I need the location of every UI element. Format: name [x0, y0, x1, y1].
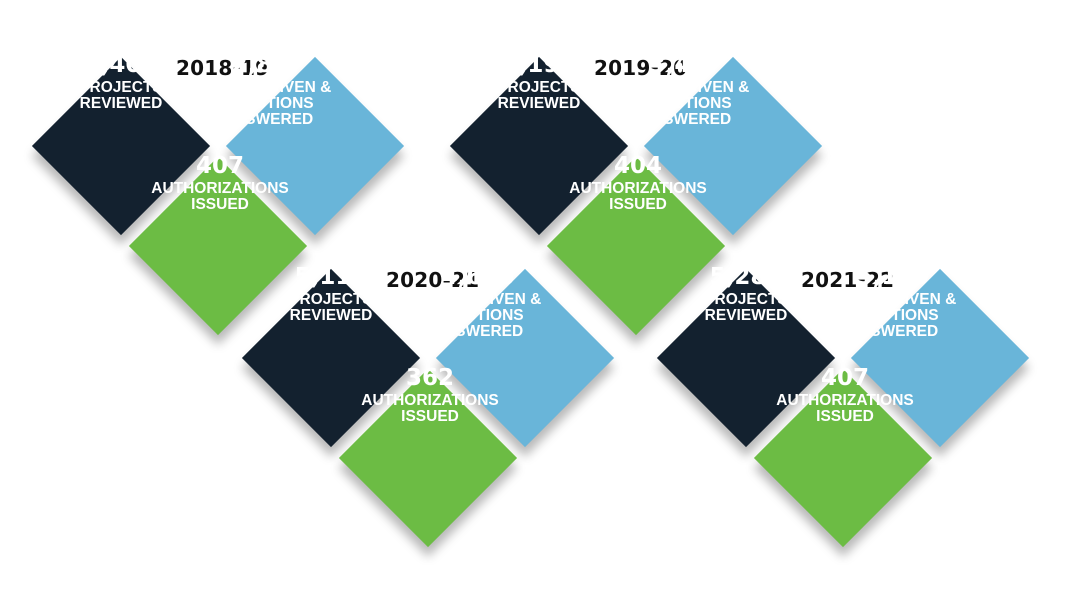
advice-given-stat: 5,139 ADVICE GIVEN & QUESTIONS ANSWERED: [808, 264, 978, 340]
advice-given-label: ADVICE GIVEN & QUESTIONS ANSWERED: [829, 291, 957, 340]
projects-reviewed-value: 5,287: [709, 264, 783, 290]
projects-reviewed-label: PROJECTS REVIEWED: [79, 79, 163, 112]
authorizations-issued-value: 407: [195, 153, 244, 179]
authorizations-issued-label: AUTHORIZATIONS ISSUED: [776, 392, 914, 425]
authorizations-issued-label: AUTHORIZATIONS ISSUED: [151, 180, 289, 213]
authorizations-issued-stat: 404 AUTHORIZATIONS ISSUED: [553, 153, 723, 213]
authorizations-issued-value: 362: [405, 365, 454, 391]
year-group-2020-21: 2020-21 5,114 PROJECTS REVIEWED 4,646 AD…: [210, 212, 615, 548]
projects-reviewed-stat: 3,404 PROJECTS REVIEWED: [36, 52, 206, 112]
authorizations-issued-label: AUTHORIZATIONS ISSUED: [361, 392, 499, 425]
authorizations-issued-stat: 407 AUTHORIZATIONS ISSUED: [135, 153, 305, 213]
projects-reviewed-value: 3,404: [84, 52, 158, 78]
year-heading: 2020-21: [386, 268, 480, 292]
projects-reviewed-stat: 5,114 PROJECTS REVIEWED: [246, 264, 416, 324]
projects-reviewed-label: PROJECTS REVIEWED: [497, 79, 581, 112]
advice-given-stat: 2,877 ADVICE GIVEN & QUESTIONS ANSWERED: [183, 52, 353, 128]
authorizations-issued-value: 407: [820, 365, 869, 391]
advice-given-value: 4,646: [441, 264, 515, 290]
projects-reviewed-value: 4,197: [502, 52, 576, 78]
authorizations-issued-value: 404: [613, 153, 662, 179]
year-group-2019-20: 2019-20 4,197 PROJECTS REVIEWED 3,427 AD…: [418, 0, 823, 336]
advice-given-label: ADVICE GIVEN & QUESTIONS ANSWERED: [414, 291, 542, 340]
advice-given-value: 2,877: [231, 52, 305, 78]
year-group-2021-22: 2021-22 5,287 PROJECTS REVIEWED 5,139 AD…: [625, 212, 1030, 548]
authorizations-issued-stat: 362 AUTHORIZATIONS ISSUED: [345, 365, 515, 425]
projects-reviewed-value: 5,114: [294, 264, 368, 290]
advice-given-value: 3,427: [649, 52, 723, 78]
advice-given-label: ADVICE GIVEN & QUESTIONS ANSWERED: [204, 79, 332, 128]
year-heading: 2019-20: [594, 56, 688, 80]
authorizations-issued-stat: 407 AUTHORIZATIONS ISSUED: [760, 365, 930, 425]
projects-reviewed-label: PROJECTS REVIEWED: [289, 291, 373, 324]
year-heading: 2021-22: [801, 268, 895, 292]
year-heading: 2018-19: [176, 56, 270, 80]
projects-reviewed-stat: 5,287 PROJECTS REVIEWED: [661, 264, 831, 324]
projects-reviewed-stat: 4,197 PROJECTS REVIEWED: [454, 52, 624, 112]
authorizations-issued-label: AUTHORIZATIONS ISSUED: [569, 180, 707, 213]
advice-given-value: 5,139: [856, 264, 930, 290]
projects-reviewed-label: PROJECTS REVIEWED: [704, 291, 788, 324]
advice-given-label: ADVICE GIVEN & QUESTIONS ANSWERED: [622, 79, 750, 128]
year-group-2018-19: 2018-19 3,404 PROJECTS REVIEWED 2,877 AD…: [0, 0, 405, 336]
advice-given-stat: 3,427 ADVICE GIVEN & QUESTIONS ANSWERED: [601, 52, 771, 128]
advice-given-stat: 4,646 ADVICE GIVEN & QUESTIONS ANSWERED: [393, 264, 563, 340]
